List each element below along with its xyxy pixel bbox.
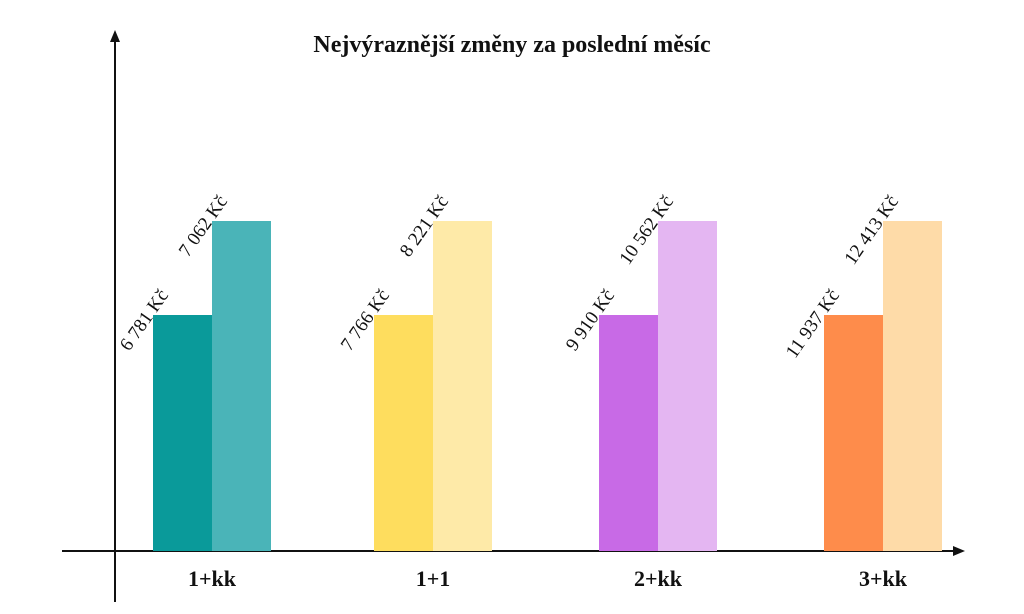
chart-title: Nejvýraznější změny za poslední měsíc — [313, 32, 711, 58]
bar — [599, 315, 658, 551]
y-axis-arrow — [110, 30, 120, 42]
bar — [658, 221, 717, 551]
x-tick-label: 2+kk — [634, 566, 683, 591]
bar — [433, 221, 492, 551]
x-tick-label: 3+kk — [859, 566, 908, 591]
x-axis-arrow — [953, 546, 965, 556]
bar — [883, 221, 942, 551]
bar — [212, 221, 271, 551]
bar — [374, 315, 433, 551]
bar — [153, 315, 212, 551]
x-tick-label: 1+1 — [416, 566, 451, 591]
x-tick-label: 1+kk — [188, 566, 237, 591]
bar — [824, 315, 883, 551]
